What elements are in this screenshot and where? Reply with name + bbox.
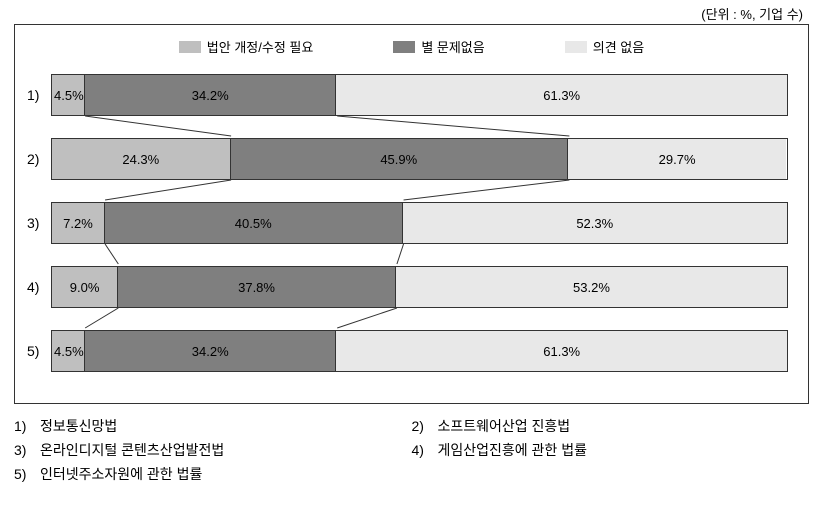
footnote-row: 3)온라인디지털 콘텐츠산업발전법4)게임산업진흥에 관한 법률 (14, 439, 809, 463)
legend-swatch (179, 41, 201, 53)
bars-area: 1)4.5%34.2%61.3%2)24.3%45.9%29.7%3)7.2%4… (15, 66, 808, 396)
bar-row: 4) 9.0% 37.8% 53.2% (27, 264, 788, 310)
footnote-item: 4)게임산업진흥에 관한 법률 (412, 439, 810, 463)
bar-row: 5)4.5% 34.2% 61.3% (27, 328, 788, 374)
footnote-number: 4) (412, 439, 432, 463)
row-label: 5) (27, 343, 51, 359)
bar-frame: 7.2% 40.5% 52.3% (51, 202, 788, 244)
bar-frame: 4.5% 34.2% 61.3% (51, 330, 788, 372)
bar-segment: 52.3% (403, 203, 787, 243)
legend-label: 의견 없음 (593, 37, 644, 56)
legend: 법안 개정/수정 필요 별 문제없음 의견 없음 (15, 25, 808, 66)
segment-label: 4.5% (54, 88, 84, 103)
footnote-number: 5) (14, 463, 34, 487)
bar-row: 1)4.5% 34.2% 61.3% (27, 72, 788, 118)
legend-item: 법안 개정/수정 필요 (179, 37, 314, 56)
bar-segment: 53.2% (396, 267, 787, 307)
bar-frame: 4.5% 34.2% 61.3% (51, 74, 788, 116)
segment-label: 24.3% (122, 152, 159, 167)
segment-label: 34.2% (192, 88, 229, 103)
bar-segment: 61.3% (336, 75, 787, 115)
bar-segment: 45.9% (231, 139, 568, 179)
legend-item: 별 문제없음 (393, 37, 484, 56)
bar-row: 3) 7.2% 40.5% 52.3% (27, 200, 788, 246)
footnote-number: 1) (14, 415, 34, 439)
bar-segment: 40.5% (105, 203, 403, 243)
bar-segment: 34.2% (85, 331, 336, 371)
footnote-text: 인터넷주소자원에 관한 법률 (40, 463, 202, 487)
footnote-item: 1)정보통신망법 (14, 415, 412, 439)
footnote-number: 2) (412, 415, 432, 439)
segment-label: 34.2% (192, 344, 229, 359)
segment-label: 4.5% (54, 344, 84, 359)
segment-label: 61.3% (543, 88, 580, 103)
footnote-text: 온라인디지털 콘텐츠산업발전법 (40, 439, 224, 463)
footnote-text: 정보통신망법 (40, 415, 117, 439)
connector (52, 308, 791, 330)
row-label: 3) (27, 215, 51, 231)
bar-segment: 37.8% (118, 267, 396, 307)
footnote-number: 3) (14, 439, 34, 463)
segment-label: 37.8% (238, 280, 275, 295)
connector (52, 180, 791, 202)
connector (52, 116, 791, 138)
legend-swatch (565, 41, 587, 53)
footnote-row: 1)정보통신망법2)소프트웨어산업 진흥법 (14, 415, 809, 439)
unit-label: (단위 : %, 기업 수) (701, 4, 803, 23)
footnote-item: 2)소프트웨어산업 진흥법 (412, 415, 810, 439)
bar-segment: 4.5% (52, 331, 85, 371)
bar-segment: 4.5% (52, 75, 85, 115)
bar-segment: 24.3% (52, 139, 231, 179)
footnote-item: 3)온라인디지털 콘텐츠산업발전법 (14, 439, 412, 463)
segment-label: 7.2% (63, 216, 93, 231)
bar-frame: 24.3% 45.9% 29.7% (51, 138, 788, 180)
legend-label: 법안 개정/수정 필요 (207, 37, 314, 56)
chart-container: 법안 개정/수정 필요별 문제없음의견 없음 1)4.5%34.2%61.3%2… (14, 24, 809, 404)
row-label: 1) (27, 87, 51, 103)
footnote-row: 5)인터넷주소자원에 관한 법률 (14, 463, 809, 487)
bar-segment: 61.3% (336, 331, 787, 371)
bar-segment: 9.0% (52, 267, 118, 307)
row-label: 2) (27, 151, 51, 167)
footnote-text: 게임산업진흥에 관한 법률 (438, 439, 587, 463)
segment-label: 29.7% (659, 152, 696, 167)
segment-label: 53.2% (573, 280, 610, 295)
segment-label: 9.0% (70, 280, 100, 295)
bar-segment: 34.2% (85, 75, 336, 115)
legend-label: 별 문제없음 (421, 37, 484, 56)
bar-segment: 29.7% (568, 139, 786, 179)
connector (52, 244, 791, 266)
bar-row: 2) 24.3% 45.9% 29.7% (27, 136, 788, 182)
footnote-item: 5)인터넷주소자원에 관한 법률 (14, 463, 412, 487)
bar-segment: 7.2% (52, 203, 105, 243)
row-label: 4) (27, 279, 51, 295)
segment-label: 45.9% (380, 152, 417, 167)
bar-frame: 9.0% 37.8% 53.2% (51, 266, 788, 308)
legend-swatch (393, 41, 415, 53)
segment-label: 52.3% (576, 216, 613, 231)
footnotes: 1)정보통신망법2)소프트웨어산업 진흥법3)온라인디지털 콘텐츠산업발전법4)… (14, 415, 809, 486)
segment-label: 40.5% (235, 216, 272, 231)
segment-label: 61.3% (543, 344, 580, 359)
footnote-text: 소프트웨어산업 진흥법 (438, 415, 571, 439)
legend-item: 의견 없음 (565, 37, 644, 56)
